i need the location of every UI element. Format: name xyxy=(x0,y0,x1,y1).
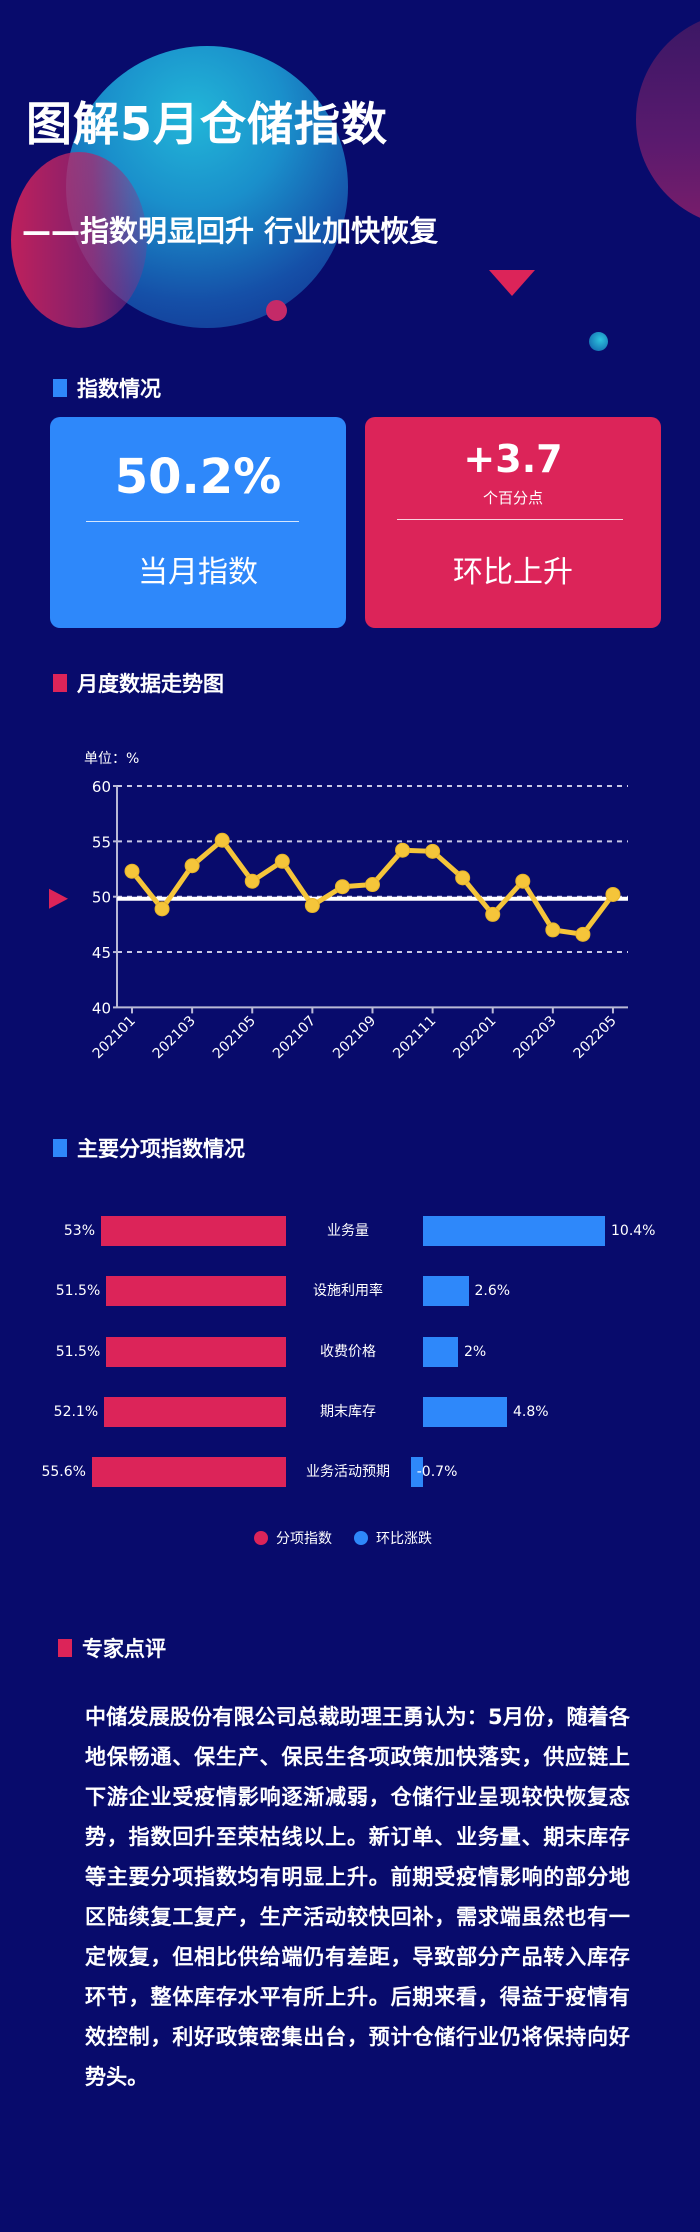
page-subtitle: ——指数明显回升 行业加快恢复 xyxy=(22,214,439,248)
svg-text:202201: 202201 xyxy=(450,1013,499,1062)
legend-item-change: 环比涨跌 xyxy=(354,1528,432,1548)
category-label: 业务活动预期 xyxy=(306,1464,390,1480)
section-marker-icon xyxy=(53,1139,67,1157)
trend-line-chart: 40 45 50 55 60 202101 202103 202105 202107 202109… xyxy=(49,778,628,1062)
bar-row: 51.5% 收费价格 2% xyxy=(0,1337,700,1367)
svg-text:50: 50 xyxy=(92,889,111,907)
current-index-label: 当月指数 xyxy=(138,555,258,590)
section-marker-icon xyxy=(58,1639,72,1657)
current-index-value: 50.2% xyxy=(114,449,282,505)
svg-text:202101: 202101 xyxy=(90,1013,139,1062)
page-title: 图解5月仓储指数 xyxy=(26,97,389,151)
mom-change-unit: 个百分点 xyxy=(482,489,543,507)
change-bar xyxy=(423,1276,469,1306)
change-value-label: 10.4% xyxy=(611,1223,656,1239)
decor-triangle-icon xyxy=(489,270,535,296)
svg-text:202205: 202205 xyxy=(571,1013,620,1062)
change-value-label: 4.8% xyxy=(513,1404,549,1420)
card-divider xyxy=(86,521,299,522)
legend-dot-icon xyxy=(254,1531,268,1545)
decor-small-pink-dot xyxy=(266,300,287,321)
section-header-trend: 月度数据走势图 xyxy=(53,672,224,696)
decor-purple-circle xyxy=(636,12,700,227)
index-value-label: 51.5% xyxy=(55,1283,101,1299)
legend-dot-icon xyxy=(354,1531,368,1545)
index-value-label: 51.5% xyxy=(55,1344,101,1360)
section-marker-icon xyxy=(53,379,67,397)
decor-pink-circle xyxy=(11,152,147,328)
bar-chart-legend: 分项指数 环比涨跌 xyxy=(254,1528,454,1548)
bar-row: 55.6% 业务活动预期 -0.7% xyxy=(0,1457,700,1487)
section-title: 月度数据走势图 xyxy=(77,672,224,696)
index-bar xyxy=(91,1457,286,1487)
category-label: 期末库存 xyxy=(320,1404,376,1420)
change-bar xyxy=(423,1397,507,1427)
svg-text:202111: 202111 xyxy=(390,1013,439,1062)
section-header-sub-index: 主要分项指数情况 xyxy=(53,1137,245,1161)
change-value-label: 2.6% xyxy=(474,1283,511,1299)
current-index-card: 50.2% 当月指数 xyxy=(50,417,346,628)
decor-small-cyan-dot xyxy=(589,332,608,351)
legend-label: 分项指数 xyxy=(276,1531,332,1547)
category-label: 收费价格 xyxy=(320,1344,376,1360)
index-value-label: 55.6% xyxy=(41,1464,86,1480)
index-value-label: 52.1% xyxy=(53,1404,99,1420)
section-title: 主要分项指数情况 xyxy=(77,1137,245,1161)
legend-item-index: 分项指数 xyxy=(254,1528,332,1548)
svg-text:45: 45 xyxy=(92,944,111,962)
change-bar xyxy=(410,1457,423,1487)
index-bar xyxy=(104,1397,286,1427)
change-value-label: 2% xyxy=(464,1344,487,1360)
mom-change-card: +3.7 个百分点 环比上升 xyxy=(365,417,661,628)
change-bar xyxy=(423,1337,458,1367)
index-value-label: 53% xyxy=(63,1223,96,1239)
expert-comment-text: 中储发展股份有限公司总裁助理王勇认为：5月份，随着各地保畅通、保生产、保民生各项… xyxy=(85,1705,630,2089)
svg-text:202105: 202105 xyxy=(210,1013,259,1062)
index-bar xyxy=(106,1337,286,1367)
svg-text:202107: 202107 xyxy=(270,1013,319,1062)
svg-text:202203: 202203 xyxy=(511,1013,560,1062)
change-bar xyxy=(423,1216,605,1246)
svg-text:55: 55 xyxy=(92,833,111,851)
change-value-label: -0.7% xyxy=(416,1464,458,1480)
card-divider xyxy=(397,519,623,520)
svg-text:202109: 202109 xyxy=(330,1013,379,1062)
section-title: 指数情况 xyxy=(77,377,161,401)
section-marker-icon xyxy=(53,674,67,692)
bar-row: 53% 业务量 10.4% xyxy=(0,1216,700,1246)
category-label: 业务量 xyxy=(327,1223,369,1239)
bar-row: 51.5% 设施利用率 2.6% xyxy=(0,1276,700,1306)
svg-text:40: 40 xyxy=(92,999,111,1017)
section-title: 专家点评 xyxy=(82,1637,166,1661)
category-label: 设施利用率 xyxy=(313,1283,383,1299)
legend-label: 环比涨跌 xyxy=(376,1531,432,1547)
section-header-index: 指数情况 xyxy=(53,377,161,401)
svg-text:60: 60 xyxy=(92,778,111,796)
svg-text:202103: 202103 xyxy=(150,1013,199,1062)
chart-unit-label: 单位：% xyxy=(84,751,140,767)
mom-change-label: 环比上升 xyxy=(453,555,573,590)
bar-row: 52.1% 期末库存 4.8% xyxy=(0,1397,700,1427)
mom-change-value: +3.7 xyxy=(463,437,563,481)
section-header-expert: 专家点评 xyxy=(58,1637,166,1661)
index-bar xyxy=(101,1216,286,1246)
index-bar xyxy=(106,1276,286,1306)
